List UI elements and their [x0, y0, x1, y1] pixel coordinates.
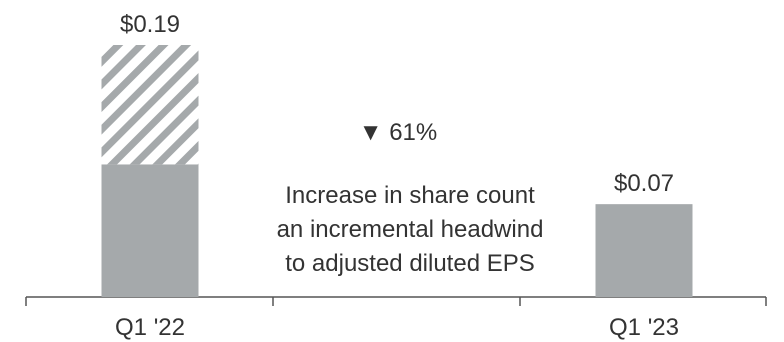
- annotation-line-1: Increase in share count: [285, 182, 535, 209]
- annotation-line-3: to adjusted diluted EPS: [285, 250, 535, 277]
- bar-hatched-0: [101, 45, 199, 165]
- annotation-line-2: an incremental headwind: [277, 216, 544, 243]
- bar-solid-1: [595, 204, 693, 297]
- category-label-0: Q1 '22: [115, 314, 185, 341]
- change-label: ▼ 61%: [359, 119, 437, 146]
- total-label-0: $0.19: [120, 11, 180, 38]
- bar-solid-0: [101, 164, 199, 297]
- total-label-1: $0.07: [614, 170, 674, 197]
- category-label-1: Q1 '23: [609, 314, 679, 341]
